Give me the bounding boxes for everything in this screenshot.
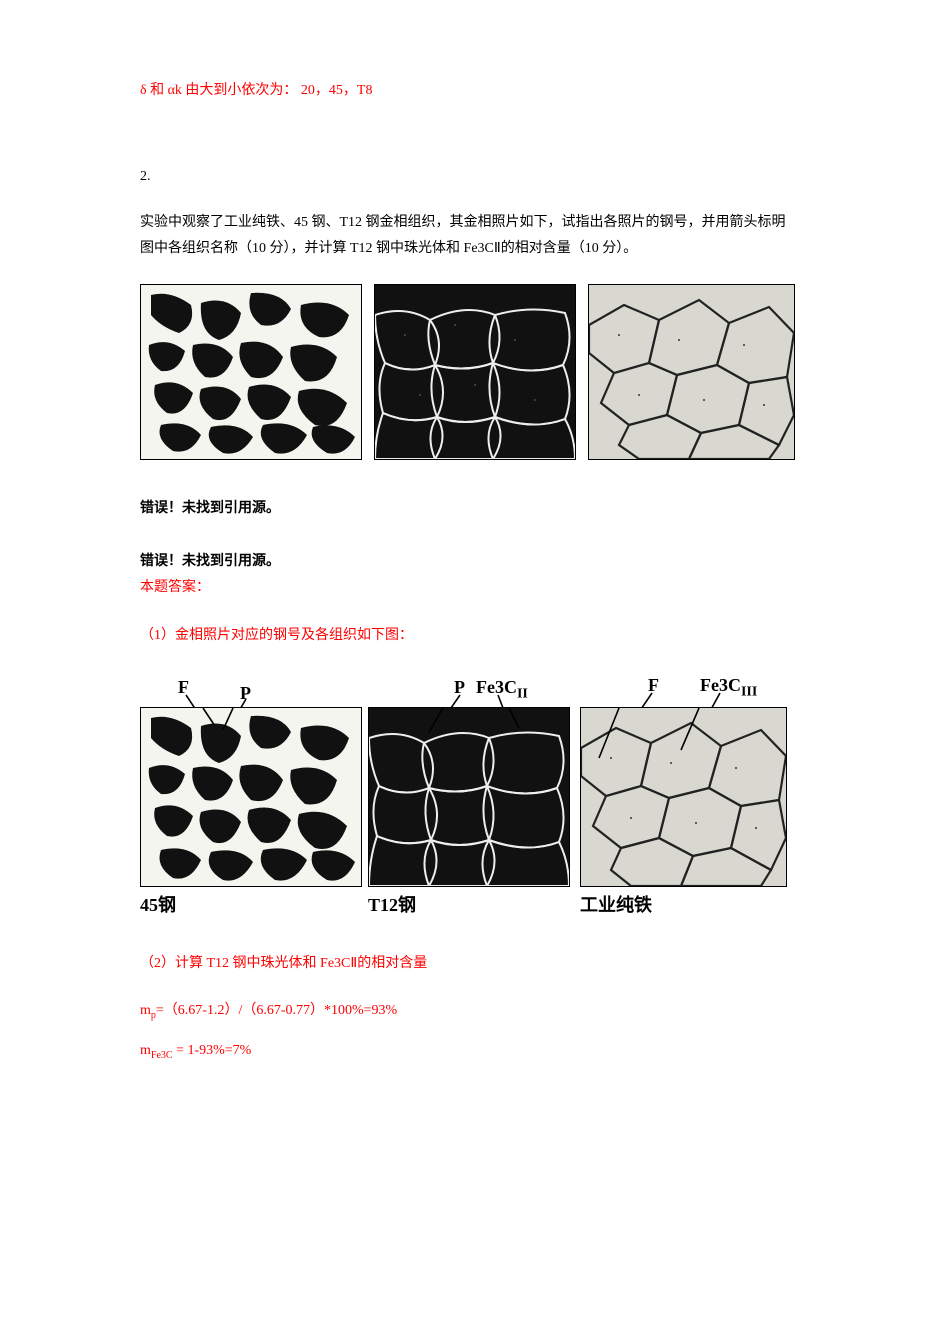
answer-1-label: （1）金相照片对应的钢号及各组织如下图： bbox=[140, 623, 805, 649]
caption-t12: T12钢 bbox=[368, 891, 416, 917]
micrograph-pure-annot bbox=[581, 708, 786, 886]
panel-45: F P bbox=[140, 673, 364, 917]
intro-answer: δ 和 αk 由大到小依次为： 20，45，T8 bbox=[140, 78, 805, 104]
panel-pureiron: F Fe3CIII bbox=[580, 673, 800, 917]
answer-figure-row: F P bbox=[140, 673, 805, 917]
micrograph-45 bbox=[141, 285, 361, 459]
q2-prompt-line1: 实验中观察了工业纯铁、45 钢、T12 钢金相组织，其金相照片如下，试指出各照片… bbox=[140, 210, 805, 236]
panel-t12: P Fe3CII bbox=[368, 673, 576, 917]
arrows-t12 bbox=[368, 673, 576, 707]
figure-t12-steel bbox=[374, 284, 576, 460]
answer-2-label: （2）计算 T12 钢中珠光体和 Fe3CⅡ的相对含量 bbox=[140, 951, 805, 977]
error-ref-2: 错误！未找到引用源。 bbox=[140, 549, 805, 575]
arrows-45 bbox=[140, 673, 364, 707]
figure-45-steel bbox=[140, 284, 362, 460]
calc-line-2: mFe3C = 1-93%=7% bbox=[140, 1043, 805, 1061]
caption-45: 45钢 bbox=[140, 891, 176, 917]
error-ref-1: 错误！未找到引用源。 bbox=[140, 496, 805, 522]
arrows-pure bbox=[580, 673, 800, 707]
micrograph-t12-annot bbox=[369, 708, 569, 886]
micrograph-45-annot bbox=[141, 708, 361, 886]
caption-pure: 工业纯铁 bbox=[580, 891, 652, 917]
answer-label: 本题答案： bbox=[140, 575, 805, 601]
micrograph-pureiron bbox=[589, 285, 794, 459]
q2-prompt-line2: 图中各组织名称（10 分），并计算 T12 钢中珠光体和 Fe3CⅡ的相对含量（… bbox=[140, 236, 805, 262]
figure-pure-iron bbox=[588, 284, 795, 460]
q2-number: 2. bbox=[140, 164, 805, 190]
calc-line-1: mp=（6.67-1.2）/（6.67-0.77）*100%=93% bbox=[140, 999, 805, 1021]
question-figure-row bbox=[140, 284, 805, 460]
micrograph-t12 bbox=[375, 285, 575, 459]
